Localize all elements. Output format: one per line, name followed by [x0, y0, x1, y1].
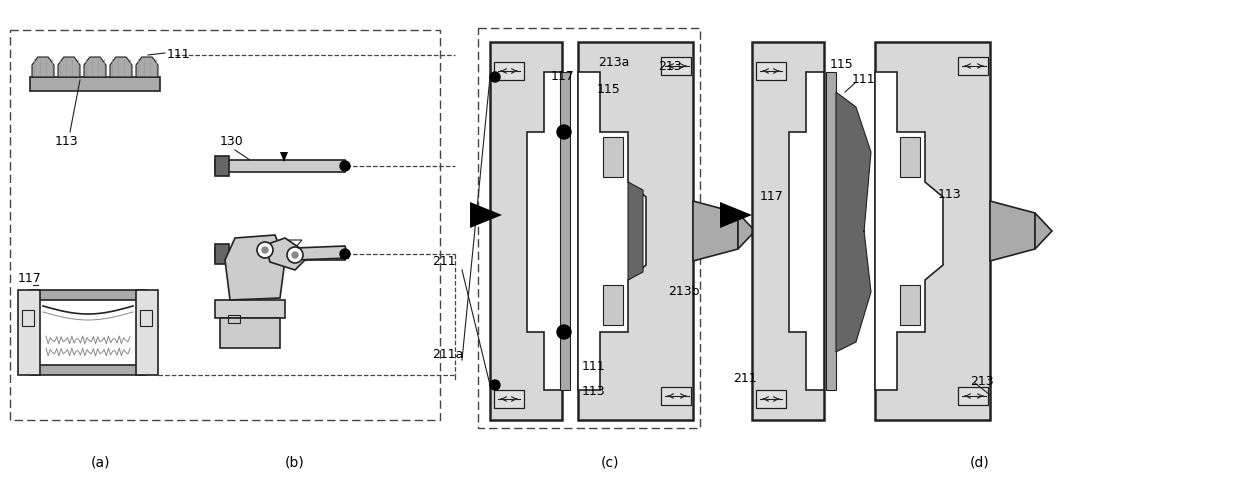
Polygon shape [224, 235, 285, 300]
Text: 113: 113 [55, 135, 78, 148]
Polygon shape [627, 182, 644, 280]
Bar [30, 77, 160, 91]
Bar [900, 137, 920, 177]
Polygon shape [58, 57, 81, 77]
Text: 113: 113 [937, 188, 962, 201]
Bar [215, 300, 285, 318]
Text: 111: 111 [852, 73, 875, 86]
Text: 117: 117 [760, 190, 784, 203]
Bar [30, 290, 146, 300]
Text: 115: 115 [830, 58, 854, 71]
Polygon shape [527, 72, 562, 390]
Bar [756, 62, 786, 80]
Text: (a): (a) [91, 455, 110, 469]
Circle shape [557, 125, 570, 139]
Polygon shape [84, 57, 105, 77]
Text: (c): (c) [600, 455, 619, 469]
Text: 113: 113 [582, 385, 605, 398]
Bar [603, 137, 622, 177]
Circle shape [291, 252, 298, 258]
Text: 130: 130 [219, 135, 244, 148]
Bar [756, 390, 786, 408]
Text: 213: 213 [970, 375, 993, 388]
Text: 117: 117 [551, 70, 575, 83]
Polygon shape [875, 72, 942, 390]
Bar [751, 42, 825, 420]
Circle shape [257, 242, 273, 258]
Text: 213a: 213a [598, 56, 630, 69]
Bar [136, 290, 157, 375]
Circle shape [490, 72, 500, 82]
Text: 213: 213 [658, 60, 682, 73]
Bar [959, 57, 988, 75]
Polygon shape [470, 202, 502, 228]
Text: 211: 211 [733, 372, 756, 385]
Text: 115: 115 [596, 83, 621, 96]
Bar [875, 42, 990, 420]
Text: 211: 211 [432, 255, 455, 268]
Bar [30, 365, 146, 375]
Polygon shape [265, 238, 310, 270]
Bar [140, 310, 153, 326]
Polygon shape [990, 201, 1035, 261]
Bar [215, 156, 229, 176]
Text: 117: 117 [19, 272, 42, 285]
Polygon shape [720, 202, 751, 228]
Bar [10, 30, 440, 420]
Text: (b): (b) [285, 455, 305, 469]
Bar [900, 285, 920, 325]
Polygon shape [789, 72, 825, 390]
Polygon shape [280, 252, 288, 262]
Polygon shape [836, 92, 870, 352]
Bar [22, 310, 33, 326]
Bar [661, 387, 691, 405]
Polygon shape [1035, 213, 1052, 249]
Text: (d): (d) [970, 455, 990, 469]
Polygon shape [295, 246, 348, 260]
Polygon shape [693, 201, 738, 261]
Circle shape [262, 247, 268, 253]
Bar [578, 42, 693, 420]
Circle shape [340, 249, 350, 259]
Polygon shape [248, 240, 262, 248]
Circle shape [490, 380, 500, 390]
Bar [826, 72, 836, 390]
Polygon shape [32, 57, 55, 77]
Bar [215, 160, 345, 172]
Bar [228, 315, 241, 323]
Bar [477, 28, 701, 428]
Text: 111: 111 [582, 360, 605, 373]
Circle shape [340, 161, 350, 171]
Bar [215, 244, 229, 264]
Polygon shape [280, 152, 288, 162]
Bar [490, 42, 562, 420]
Bar [219, 318, 280, 348]
Polygon shape [738, 213, 755, 249]
Polygon shape [578, 72, 646, 390]
Text: 213b: 213b [668, 285, 699, 298]
Bar [494, 62, 525, 80]
Text: 211a: 211a [432, 348, 464, 361]
Bar [215, 248, 345, 260]
Bar [603, 285, 622, 325]
Bar [19, 290, 40, 375]
Polygon shape [288, 240, 303, 248]
Circle shape [557, 325, 570, 339]
Bar [959, 387, 988, 405]
Bar [661, 57, 691, 75]
Polygon shape [110, 57, 131, 77]
Circle shape [286, 247, 303, 263]
Polygon shape [136, 57, 157, 77]
Text: 111: 111 [167, 48, 191, 61]
Bar [494, 390, 525, 408]
Bar [560, 72, 570, 390]
